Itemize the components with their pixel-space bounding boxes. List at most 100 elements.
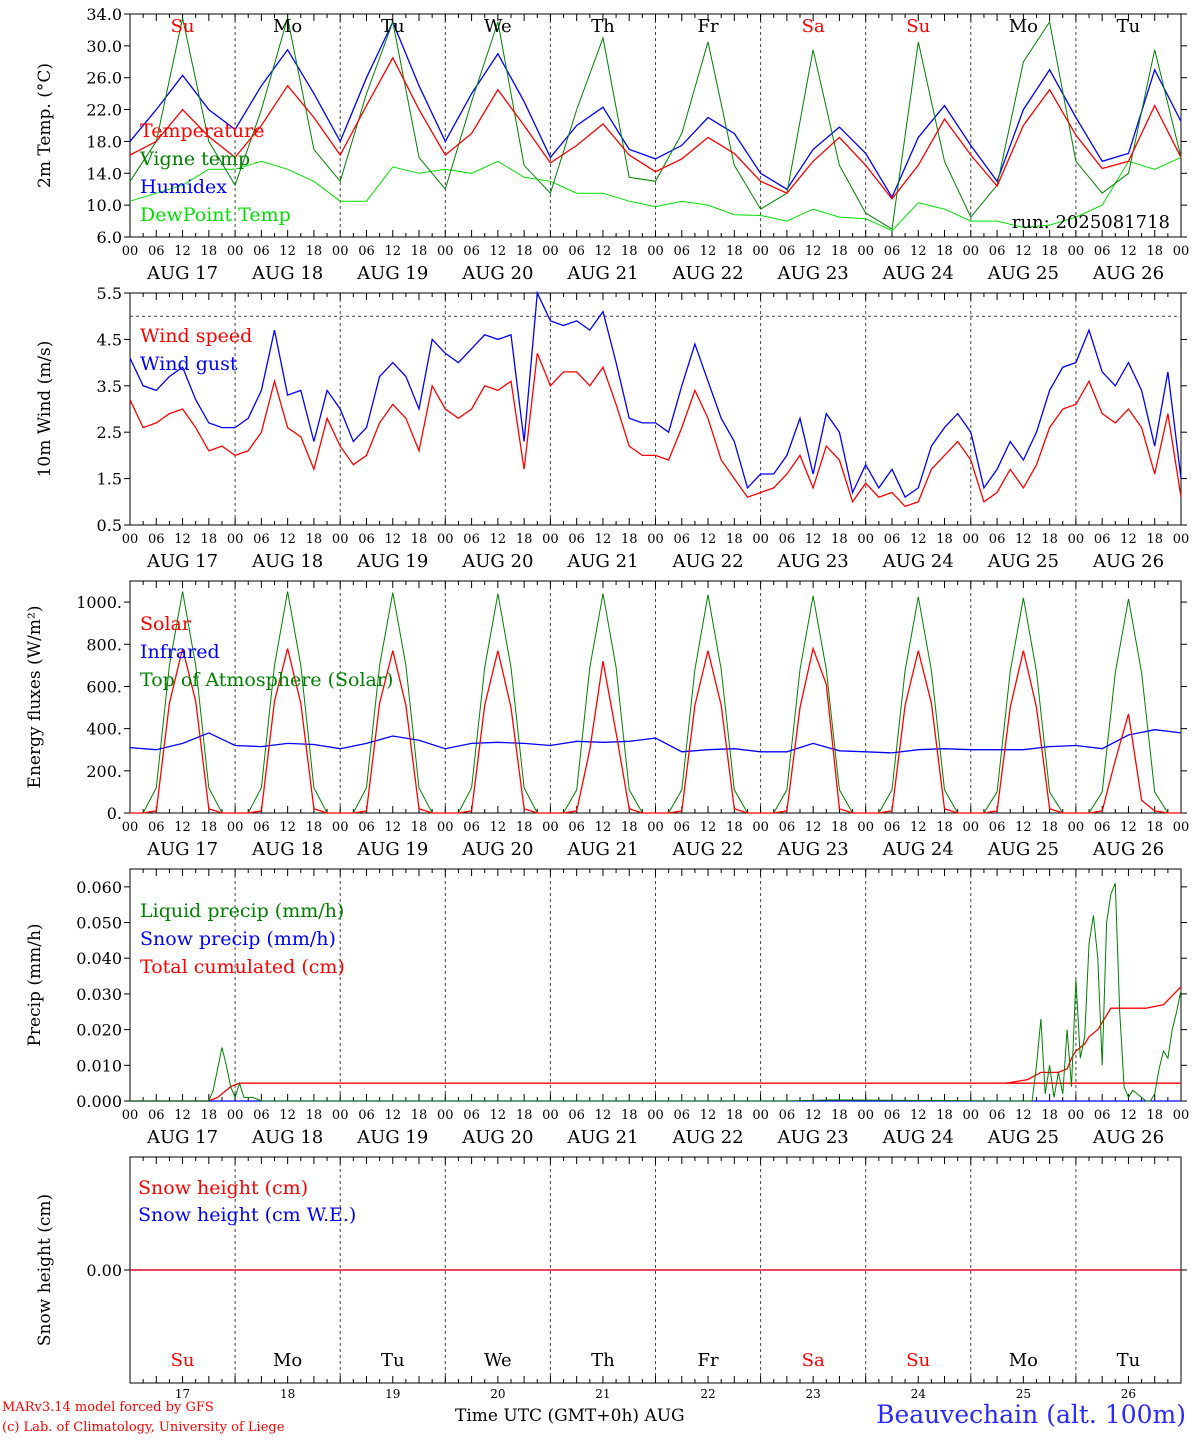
series-line bbox=[129, 290, 1182, 499]
x-hour-label: 00 bbox=[647, 820, 664, 835]
x-hour-label: 00 bbox=[227, 532, 244, 547]
x-hour-label: 06 bbox=[463, 244, 480, 259]
x-hour-label: 00 bbox=[1173, 1108, 1190, 1123]
x-hour-label: 12 bbox=[1120, 532, 1137, 547]
x-hour-label: 00 bbox=[542, 1108, 559, 1123]
y-tick-label: 4.5 bbox=[97, 330, 122, 349]
x-date-label: AUG 21 bbox=[566, 263, 638, 284]
x-hour-label: 18 bbox=[306, 820, 323, 835]
x-hour-label: 18 bbox=[936, 820, 953, 835]
x-hour-label: 00 bbox=[963, 820, 980, 835]
x-hour-label: 00 bbox=[542, 244, 559, 259]
x-hour-label: 00 bbox=[857, 244, 874, 259]
y-axis-label: Precip (mm/h) bbox=[25, 923, 45, 1046]
x-hour-label: 18 bbox=[726, 244, 743, 259]
x-hour-label: 06 bbox=[253, 820, 270, 835]
x-hour-label: 06 bbox=[358, 244, 375, 259]
x-date-label: AUG 23 bbox=[777, 263, 849, 284]
x-hour-label: 18 bbox=[201, 532, 218, 547]
legend-entry: DewPoint Temp bbox=[140, 204, 291, 226]
x-hour-label: 06 bbox=[1094, 1108, 1111, 1123]
x-hour-label: 06 bbox=[989, 820, 1006, 835]
x-hour-label: 18 bbox=[1146, 244, 1163, 259]
y-tick-label: 0.020 bbox=[76, 1021, 122, 1040]
x-hour-label: 06 bbox=[674, 532, 691, 547]
x-hour-label: 12 bbox=[805, 820, 822, 835]
x-hour-label: 12 bbox=[174, 820, 191, 835]
x-date-label: AUG 18 bbox=[251, 263, 323, 284]
x-date-label: AUG 26 bbox=[1092, 263, 1164, 284]
x-hour-label: 12 bbox=[490, 820, 507, 835]
x-hour-label: 12 bbox=[595, 820, 612, 835]
x-hour-label: 18 bbox=[621, 820, 638, 835]
weekday-label: Su bbox=[171, 16, 195, 37]
x-hour-label: 06 bbox=[884, 1108, 901, 1123]
x-hour-label: 06 bbox=[779, 244, 796, 259]
x-date-label: AUG 25 bbox=[987, 263, 1059, 284]
x-hour-label: 12 bbox=[490, 532, 507, 547]
x-hour-label: 06 bbox=[884, 820, 901, 835]
y-tick-label: 14.0 bbox=[86, 164, 122, 183]
x-hour-label: 06 bbox=[463, 820, 480, 835]
x-hour-label: 06 bbox=[1094, 820, 1111, 835]
x-hour-label: 18 bbox=[726, 820, 743, 835]
x-hour-label: 00 bbox=[1068, 532, 1085, 547]
x-date-label: AUG 23 bbox=[777, 839, 849, 860]
weekday-label: Tu bbox=[1117, 1350, 1141, 1371]
lab-credit: (c) Lab. of Climatology, University of L… bbox=[2, 1420, 285, 1435]
day-number-label: 18 bbox=[280, 1387, 295, 1401]
legend-entry: Snow precip (mm/h) bbox=[140, 928, 336, 950]
x-hour-label: 18 bbox=[1146, 532, 1163, 547]
x-hour-label: 12 bbox=[595, 1108, 612, 1123]
y-tick-label: 1000. bbox=[76, 593, 122, 612]
x-hour-label: 00 bbox=[332, 820, 349, 835]
x-hour-label: 18 bbox=[201, 244, 218, 259]
x-hour-label: 00 bbox=[332, 244, 349, 259]
day-number-label: 21 bbox=[595, 1387, 610, 1401]
x-hour-label: 18 bbox=[621, 244, 638, 259]
day-number-label: 24 bbox=[911, 1387, 927, 1401]
x-hour-label: 00 bbox=[1068, 820, 1085, 835]
x-date-label: AUG 21 bbox=[566, 1127, 638, 1148]
series-line bbox=[129, 729, 1182, 754]
x-hour-label: 12 bbox=[910, 1108, 927, 1123]
station-name: Beauvechain (alt. 100m) bbox=[876, 1400, 1186, 1429]
series-line bbox=[129, 20, 1182, 199]
x-hour-label: 18 bbox=[621, 1108, 638, 1123]
x-hour-label: 00 bbox=[122, 244, 139, 259]
weekday-label: Fr bbox=[698, 16, 719, 37]
x-hour-label: 00 bbox=[227, 1108, 244, 1123]
legend-entry: Snow height (cm W.E.) bbox=[138, 1204, 356, 1226]
y-tick-label: 0.030 bbox=[76, 985, 122, 1004]
x-hour-label: 12 bbox=[1120, 820, 1137, 835]
x-hour-label: 18 bbox=[1041, 1108, 1058, 1123]
x-hour-label: 06 bbox=[568, 532, 585, 547]
y-tick-label: 26.0 bbox=[86, 69, 122, 88]
y-axis-label: 2m Temp. (°C) bbox=[35, 63, 55, 188]
y-tick-label: 34.0 bbox=[86, 5, 122, 24]
legend-entry: Humidex bbox=[140, 176, 227, 198]
legend-entry: Vigne temp bbox=[139, 148, 250, 170]
x-hour-label: 00 bbox=[1173, 820, 1190, 835]
y-tick-label: 0.050 bbox=[76, 914, 122, 933]
x-date-label: AUG 25 bbox=[987, 1127, 1059, 1148]
weekday-label: Mo bbox=[273, 1350, 302, 1371]
x-hour-label: 06 bbox=[568, 820, 585, 835]
x-hour-label: 06 bbox=[989, 1108, 1006, 1123]
x-date-label: AUG 24 bbox=[882, 1127, 954, 1148]
y-axis-label: Snow height (cm) bbox=[35, 1194, 55, 1346]
x-date-label: AUG 25 bbox=[987, 551, 1059, 572]
x-hour-label: 06 bbox=[989, 532, 1006, 547]
x-hour-label: 00 bbox=[647, 1108, 664, 1123]
x-hour-label: 06 bbox=[779, 1108, 796, 1123]
legend-entry: Solar bbox=[140, 613, 192, 635]
x-date-label: AUG 21 bbox=[566, 551, 638, 572]
x-hour-label: 00 bbox=[963, 532, 980, 547]
x-hour-label: 18 bbox=[411, 244, 428, 259]
weekday-label: We bbox=[484, 1350, 512, 1371]
x-date-label: AUG 22 bbox=[671, 1127, 743, 1148]
day-number-label: 25 bbox=[1016, 1387, 1031, 1401]
x-hour-label: 00 bbox=[963, 1108, 980, 1123]
legend-entry: Snow height (cm) bbox=[138, 1177, 308, 1199]
